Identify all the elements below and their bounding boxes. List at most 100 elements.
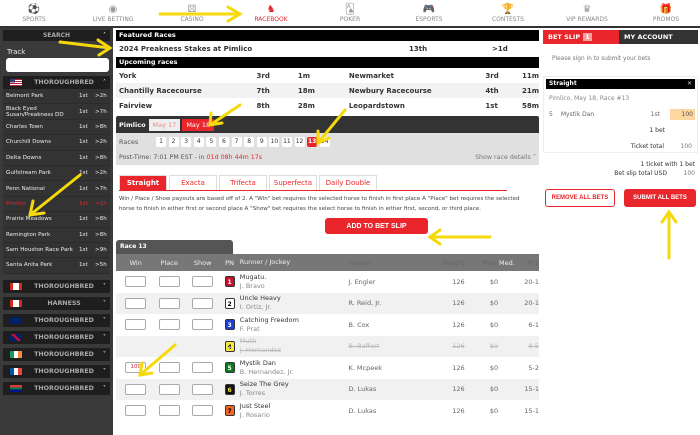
nav-sports[interactable]: ⚽ SPORTS — [4, 0, 64, 26]
race-number-button[interactable]: 9 — [256, 136, 267, 147]
track-time: >7h — [95, 185, 107, 192]
show-input[interactable] — [192, 405, 214, 417]
submit-all-bets-button[interactable]: SUBMIT ALL BETS — [624, 189, 696, 207]
bet-slip-tab[interactable]: BET SLIP 1 — [543, 30, 619, 44]
horse-icon: ♞ — [266, 3, 276, 15]
track-name: Delta Downs — [6, 154, 42, 161]
race-number-button[interactable]: 7 — [231, 136, 242, 147]
tab-trifecta[interactable]: Trifecta — [219, 175, 267, 190]
tab-straight[interactable]: Straight — [119, 175, 167, 190]
program-number-badge: 4 — [224, 340, 235, 352]
track-item[interactable]: Santa Anita Park 1st >5h — [3, 258, 110, 274]
live-icon: ◉ — [108, 3, 118, 15]
track-item[interactable]: Black Eyed Susan/Preakness DD 1st >7h — [3, 104, 110, 120]
us-thoroughbred-group[interactable]: THOROUGHBRED ˄ — [3, 76, 110, 89]
country-group[interactable]: THOROUGHBRED ˅ — [3, 279, 110, 293]
upcoming-race-row[interactable]: Fairview 8th 28m Leopardstown 1st 58m — [116, 98, 539, 113]
race-number-button[interactable]: 6 — [218, 136, 229, 147]
track-item[interactable]: Belmont Park 1st >2h — [3, 89, 110, 105]
place-input[interactable] — [158, 319, 180, 331]
track-item[interactable]: Remington Park 1st >8h — [3, 227, 110, 243]
race-number-button[interactable]: 1 — [156, 136, 166, 147]
country-group[interactable]: THOROUGHBRED ˅ — [3, 347, 110, 361]
weight-cell: 126 — [452, 320, 465, 329]
track-time: >5h — [95, 262, 107, 269]
race-cell: 8th — [256, 101, 270, 110]
close-icon[interactable]: ✕ — [686, 80, 692, 87]
win-input[interactable] — [125, 276, 147, 288]
race-number-button[interactable]: 13 — [307, 136, 318, 147]
date-tab[interactable]: May 17 — [148, 118, 181, 131]
race-number-button[interactable]: 3 — [181, 136, 192, 147]
chevron-down-icon: ˅ — [102, 282, 106, 290]
stake-input[interactable]: 100 — [670, 109, 695, 120]
nav-casino[interactable]: ⚄ CASINO — [162, 0, 222, 26]
show-input[interactable] — [192, 383, 214, 395]
nav-label: LIVE BETTING — [92, 15, 134, 23]
nav-live-betting[interactable]: ◉ LIVE BETTING — [83, 0, 143, 26]
show-race-details[interactable]: Show race details ˅ — [475, 154, 536, 161]
featured-race-row[interactable]: 2024 Preakness Stakes at Pimlico 13th >1d — [116, 41, 539, 57]
date-tab[interactable]: May 18 — [182, 118, 215, 131]
place-input[interactable] — [158, 383, 180, 395]
race-number-button[interactable]: 14 — [319, 136, 330, 147]
win-input[interactable] — [125, 405, 147, 417]
track-item[interactable]: Penn National 1st >7h — [3, 181, 110, 197]
track-item[interactable]: Charles Town 1st >8h — [3, 119, 110, 136]
show-cell — [186, 383, 219, 395]
show-input[interactable] — [192, 362, 214, 374]
track-item[interactable]: Delta Downs 1st >8h — [3, 150, 110, 166]
nav-racebook[interactable]: ♞ RACEBOOK — [241, 0, 301, 26]
country-group[interactable]: THOROUGHBRED ˅ — [3, 364, 110, 378]
upcoming-race-row[interactable]: Chantilly Racecourse 7th 18m Newbury Raceco… — [116, 83, 539, 98]
group-label: THOROUGHBRED — [34, 384, 94, 392]
country-group[interactable]: HARNESS ˅ — [3, 296, 110, 310]
show-input[interactable] — [192, 276, 214, 288]
nav-esports[interactable]: 🎮 ESPORTS — [399, 0, 459, 26]
race-number-button[interactable]: 8 — [244, 136, 255, 147]
place-input[interactable] — [158, 362, 180, 374]
race-number-button[interactable]: 12 — [294, 136, 305, 147]
race-number-button[interactable]: 5 — [206, 136, 217, 147]
country-group[interactable]: THOROUGHBRED ˅ — [3, 330, 110, 344]
track-item[interactable]: Churchill Downs 1st >2h — [3, 135, 110, 151]
add-to-bet-slip-button[interactable]: ADD TO BET SLIP — [325, 218, 428, 234]
country-group[interactable]: THOROUGHBRED ˅ — [3, 381, 110, 395]
show-cell — [186, 362, 219, 374]
win-input[interactable] — [125, 383, 147, 395]
track-race: 1st — [79, 154, 88, 161]
win-input[interactable] — [125, 319, 147, 331]
track-item[interactable]: Pimlico 1st >1h — [3, 196, 110, 213]
nav-poker[interactable]: 🂡 POKER — [320, 0, 380, 26]
show-input[interactable] — [192, 319, 214, 331]
track-search-input[interactable] — [6, 58, 109, 72]
remove-all-bets-button[interactable]: REMOVE ALL BETS — [545, 189, 615, 207]
tab-superfecta[interactable]: Superfecta — [269, 175, 317, 190]
track-cell: Fairview — [119, 101, 153, 110]
my-account-tab[interactable]: MY ACCOUNT — [619, 30, 698, 44]
win-cell: 100 — [119, 362, 152, 374]
show-input[interactable] — [192, 297, 214, 309]
upcoming-race-row[interactable]: York 3rd 1m Newmarket 3rd 11m — [116, 68, 539, 83]
track-item[interactable]: Sam Houston Race Park 1st >9h — [3, 242, 110, 259]
program-number-badge: 6 — [224, 383, 235, 395]
place-input[interactable] — [158, 276, 180, 288]
race-number-button[interactable]: 10 — [269, 136, 280, 147]
search-header[interactable]: SEARCH ˄ — [3, 30, 110, 41]
tab-daily-double[interactable]: Daily Double — [319, 175, 377, 190]
tab-exacta[interactable]: Exacta — [169, 175, 217, 190]
track-item[interactable]: Prairie Meadows 1st >8h — [3, 212, 110, 228]
place-input[interactable] — [158, 297, 180, 309]
race-number-button[interactable]: 11 — [281, 136, 292, 147]
win-input[interactable]: 100 — [125, 362, 147, 374]
nav-contests[interactable]: 🏆 CONTESTS — [478, 0, 538, 26]
track-item[interactable]: Gulfstream Park 1st >2h — [3, 165, 110, 182]
race-number-button[interactable]: 2 — [168, 136, 179, 147]
nav-vip-rewards[interactable]: ♛ VIP REWARDS — [557, 0, 617, 26]
win-input[interactable] — [125, 297, 147, 309]
group-label: THOROUGHBRED — [34, 79, 94, 86]
place-input[interactable] — [158, 405, 180, 417]
race-number-button[interactable]: 4 — [193, 136, 204, 147]
nav-promos[interactable]: 🎁 PROMOS — [636, 0, 696, 26]
country-group[interactable]: THOROUGHBRED ˅ — [3, 313, 110, 327]
